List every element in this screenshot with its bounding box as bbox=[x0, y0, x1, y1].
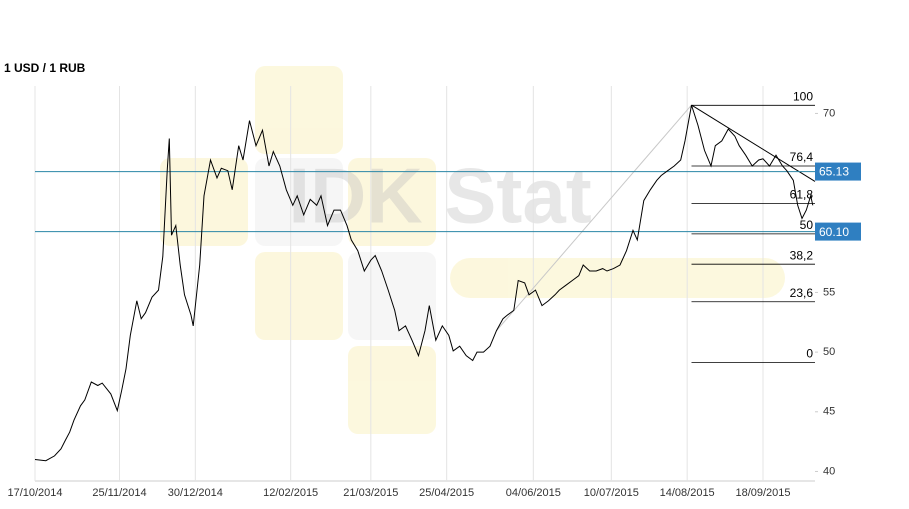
x-tick-label: 25/11/2014 bbox=[92, 487, 146, 499]
x-tick-label: 18/09/2015 bbox=[735, 487, 790, 499]
fib-label: 23,6 bbox=[790, 286, 814, 300]
x-tick-label: 30/12/2014 bbox=[168, 487, 223, 499]
y-tick-label: 55 bbox=[823, 286, 835, 298]
x-tick-label: 21/03/2015 bbox=[343, 487, 398, 499]
x-tick-label: 04/06/2015 bbox=[506, 487, 561, 499]
x-tick-label: 25/04/2015 bbox=[419, 487, 474, 499]
x-tick-label: 14/08/2015 bbox=[660, 487, 715, 499]
fib-label: 100 bbox=[793, 90, 813, 104]
y-tick-label: 40 bbox=[823, 465, 835, 477]
level-label: 60.10 bbox=[819, 225, 849, 239]
y-tick-label: 50 bbox=[823, 346, 835, 358]
fib-label: 76,4 bbox=[790, 150, 814, 164]
price-line bbox=[34, 104, 814, 462]
x-tick-label: 10/07/2015 bbox=[584, 487, 639, 499]
chart-title: 1 USD / 1 RUB bbox=[4, 61, 86, 75]
y-tick-label: 45 bbox=[823, 406, 835, 418]
level-badge bbox=[815, 222, 861, 241]
level-badge bbox=[815, 162, 861, 181]
fib-label: 50 bbox=[800, 218, 814, 232]
trendline bbox=[691, 104, 816, 182]
x-tick-label: 17/10/2014 bbox=[7, 487, 62, 499]
level-label: 65.13 bbox=[819, 165, 849, 179]
fib-label: 38,2 bbox=[790, 248, 814, 262]
fib-label: 0 bbox=[806, 347, 813, 361]
trendline bbox=[496, 104, 692, 331]
x-tick-label: 12/02/2015 bbox=[263, 487, 318, 499]
y-tick-label: 70 bbox=[823, 107, 835, 119]
watermark-logo bbox=[160, 66, 785, 434]
watermark: IDK Stat bbox=[288, 152, 591, 240]
